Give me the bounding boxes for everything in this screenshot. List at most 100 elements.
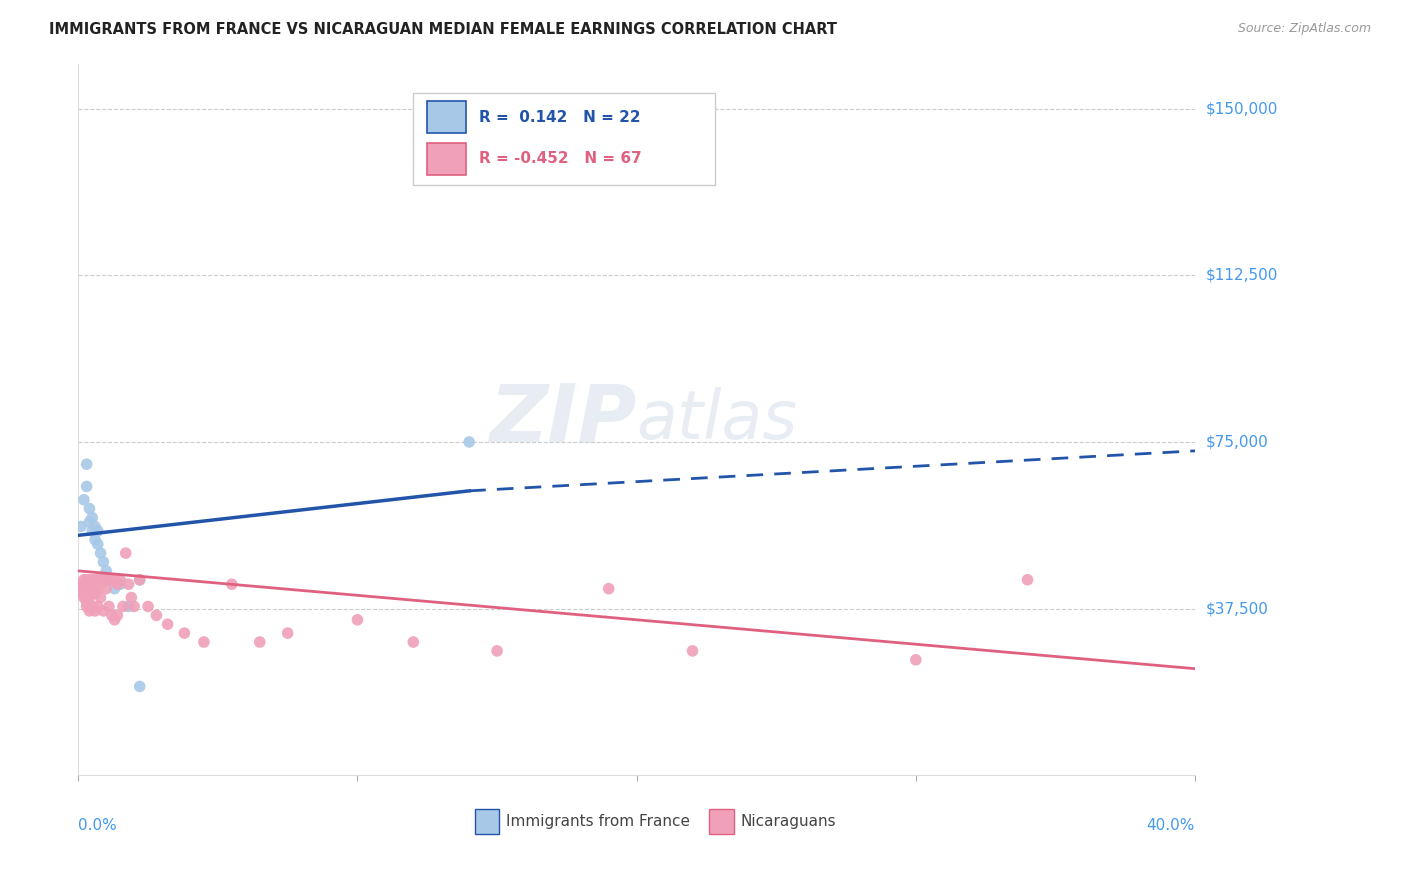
Text: ZIP: ZIP bbox=[489, 381, 637, 458]
Point bbox=[120, 591, 142, 605]
Point bbox=[346, 613, 368, 627]
Point bbox=[84, 586, 107, 600]
Text: 0.0%: 0.0% bbox=[79, 818, 117, 833]
Point bbox=[84, 519, 107, 533]
Point bbox=[93, 573, 115, 587]
Point bbox=[90, 573, 112, 587]
Point bbox=[82, 573, 104, 587]
Point bbox=[173, 626, 195, 640]
Point bbox=[82, 524, 104, 538]
Point bbox=[277, 626, 299, 640]
Point bbox=[76, 577, 98, 591]
Point bbox=[70, 586, 93, 600]
Point bbox=[117, 577, 139, 591]
Point bbox=[90, 591, 112, 605]
Point bbox=[84, 533, 107, 547]
Point bbox=[90, 546, 112, 560]
Point bbox=[98, 573, 121, 587]
FancyBboxPatch shape bbox=[426, 143, 465, 175]
Point bbox=[486, 644, 509, 658]
Point bbox=[87, 537, 110, 551]
Text: $37,500: $37,500 bbox=[1206, 601, 1270, 616]
Point bbox=[103, 582, 125, 596]
Point bbox=[87, 582, 110, 596]
Point bbox=[1017, 573, 1039, 587]
Point bbox=[108, 577, 131, 591]
Point bbox=[70, 577, 93, 591]
Point bbox=[84, 573, 107, 587]
Point bbox=[904, 653, 927, 667]
Point bbox=[100, 573, 122, 587]
Point bbox=[93, 604, 115, 618]
Point bbox=[73, 492, 96, 507]
Point bbox=[128, 573, 150, 587]
FancyBboxPatch shape bbox=[413, 93, 714, 185]
Point bbox=[122, 599, 145, 614]
FancyBboxPatch shape bbox=[709, 809, 734, 834]
Point bbox=[79, 591, 101, 605]
Point bbox=[117, 599, 139, 614]
Point bbox=[70, 519, 93, 533]
Point bbox=[79, 515, 101, 529]
Point bbox=[84, 604, 107, 618]
Point bbox=[598, 582, 620, 596]
Point bbox=[87, 573, 110, 587]
Point bbox=[76, 573, 98, 587]
Point bbox=[96, 564, 118, 578]
Point bbox=[93, 555, 115, 569]
Point bbox=[79, 501, 101, 516]
FancyBboxPatch shape bbox=[475, 809, 499, 834]
Point bbox=[111, 599, 134, 614]
Point bbox=[79, 577, 101, 591]
Point bbox=[82, 599, 104, 614]
Point bbox=[98, 599, 121, 614]
Text: $75,000: $75,000 bbox=[1206, 434, 1268, 450]
Point bbox=[76, 457, 98, 471]
Text: IMMIGRANTS FROM FRANCE VS NICARAGUAN MEDIAN FEMALE EARNINGS CORRELATION CHART: IMMIGRANTS FROM FRANCE VS NICARAGUAN MED… bbox=[49, 22, 837, 37]
Point bbox=[73, 577, 96, 591]
Point bbox=[145, 608, 167, 623]
Point bbox=[79, 582, 101, 596]
Point bbox=[79, 604, 101, 618]
Point bbox=[76, 599, 98, 614]
Text: $150,000: $150,000 bbox=[1206, 101, 1278, 116]
Point bbox=[87, 599, 110, 614]
Point bbox=[73, 573, 96, 587]
Point bbox=[108, 573, 131, 587]
Text: Nicaraguans: Nicaraguans bbox=[741, 814, 837, 830]
Point bbox=[82, 577, 104, 591]
Point bbox=[458, 434, 481, 449]
Point bbox=[82, 586, 104, 600]
Point bbox=[402, 635, 425, 649]
Point bbox=[73, 582, 96, 596]
Point bbox=[73, 586, 96, 600]
Point bbox=[100, 608, 122, 623]
Point bbox=[249, 635, 271, 649]
Point bbox=[136, 599, 159, 614]
Point bbox=[79, 573, 101, 587]
Point bbox=[105, 577, 128, 591]
Point bbox=[90, 577, 112, 591]
Point bbox=[76, 479, 98, 493]
Text: $112,500: $112,500 bbox=[1206, 268, 1278, 283]
Point bbox=[156, 617, 179, 632]
FancyBboxPatch shape bbox=[426, 102, 465, 134]
Text: R = -0.452   N = 67: R = -0.452 N = 67 bbox=[479, 151, 643, 166]
Point bbox=[103, 613, 125, 627]
Text: 40.0%: 40.0% bbox=[1147, 818, 1195, 833]
Point bbox=[76, 595, 98, 609]
Point bbox=[76, 582, 98, 596]
Point bbox=[76, 586, 98, 600]
Point bbox=[96, 582, 118, 596]
Text: atlas: atlas bbox=[637, 387, 797, 453]
Point bbox=[84, 577, 107, 591]
Point bbox=[193, 635, 215, 649]
Text: Source: ZipAtlas.com: Source: ZipAtlas.com bbox=[1237, 22, 1371, 36]
Point bbox=[128, 573, 150, 587]
Point bbox=[82, 510, 104, 524]
Point bbox=[70, 582, 93, 596]
Text: R =  0.142   N = 22: R = 0.142 N = 22 bbox=[479, 110, 641, 125]
Point bbox=[128, 680, 150, 694]
Text: Immigrants from France: Immigrants from France bbox=[506, 814, 690, 830]
Point bbox=[105, 608, 128, 623]
